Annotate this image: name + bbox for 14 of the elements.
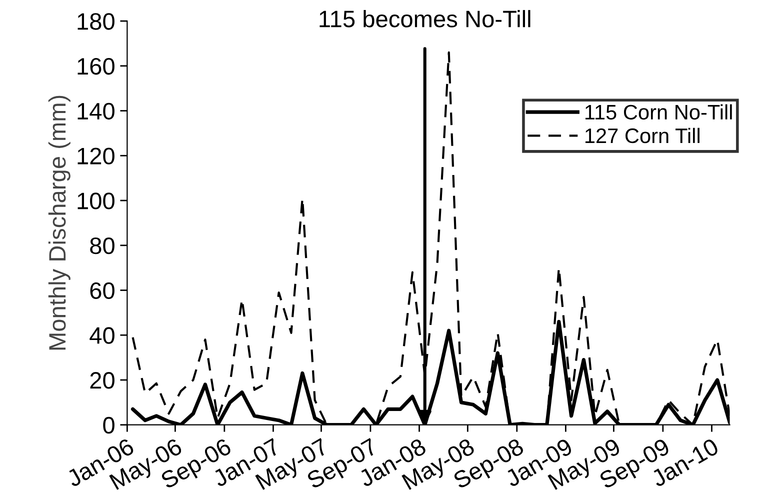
y-axis-title: Monthly Discharge (mm) [48,96,70,350]
legend-label: 127 Corn Till [585,128,700,144]
y-tick-label: 100 [78,192,114,210]
y-tick-label: 180 [78,13,114,30]
annotation: 115 becomes No-Till [320,10,530,28]
y-tick-label: 80 [90,237,114,254]
y-tick-label: 20 [90,372,114,389]
y-tick-label: 120 [78,148,114,164]
y-tick-label: 160 [78,58,114,75]
y-tick-label: 60 [90,282,114,300]
y-tick-label: 0 [103,416,114,434]
y-tick-label: 40 [90,327,114,344]
legend-label: 115 Corn No-Till [585,104,732,120]
y-tick-label: 140 [78,102,114,120]
